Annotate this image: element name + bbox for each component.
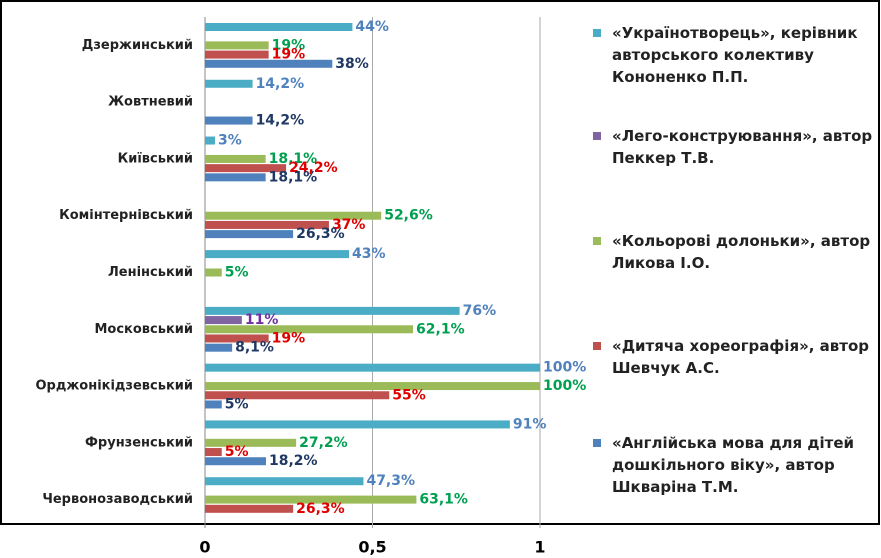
bar <box>205 477 364 486</box>
legend-swatch <box>593 342 601 350</box>
bar <box>205 457 266 466</box>
value-label: 62,1% <box>416 321 465 337</box>
value-label: 27,2% <box>299 435 348 451</box>
frame <box>0 0 880 525</box>
value-label: 19% <box>272 37 306 53</box>
value-label: 5% <box>225 444 249 460</box>
bar <box>205 504 294 513</box>
y-tick-label: Фрунзенський <box>85 435 193 450</box>
value-label: 55% <box>392 387 426 403</box>
bar <box>205 363 540 372</box>
legend-item: «Лего-конструювання», автор Пеккер Т.В. <box>590 125 875 169</box>
value-label: 44% <box>355 19 389 35</box>
value-label: 19% <box>272 330 306 346</box>
bar <box>205 79 253 88</box>
legend-label: «Лего-конструювання», автор Пеккер Т.В. <box>612 127 873 167</box>
y-tick-label: Жовтневий <box>108 95 193 110</box>
value-label: 19% <box>272 47 306 63</box>
value-label: 18,1% <box>269 151 318 167</box>
bar <box>205 116 253 125</box>
legend-item: «Дитяча хореографія», автор Шевчук А.С. <box>590 335 875 379</box>
bar <box>205 220 329 229</box>
y-tick-label: Дзержинський <box>82 38 193 53</box>
value-label: 91% <box>513 416 547 432</box>
y-tick-label: Київський <box>118 151 193 166</box>
value-label: 14,2% <box>256 113 305 129</box>
bar <box>205 22 353 31</box>
bar <box>205 438 297 447</box>
bar <box>205 334 269 343</box>
bar <box>205 325 414 334</box>
value-label: 38% <box>335 56 369 72</box>
value-label: 3% <box>218 133 242 149</box>
bar <box>205 136 216 145</box>
value-label: 63,1% <box>419 492 468 508</box>
bar <box>205 306 460 315</box>
legend-label: «Дитяча хореографія», автор Шевчук А.С. <box>612 337 870 377</box>
bar <box>205 173 266 182</box>
value-label: 24,2% <box>289 160 338 176</box>
bar <box>205 495 417 504</box>
bar <box>205 154 266 163</box>
y-tick-label: Ленінський <box>108 265 193 280</box>
bar <box>205 448 222 457</box>
bar <box>205 230 294 239</box>
value-label: 8,1% <box>235 340 274 356</box>
value-label: 52,6% <box>384 208 433 224</box>
legend-label: «Українотворець», керівник авторського к… <box>612 24 858 86</box>
legend-swatch <box>593 237 601 245</box>
value-label: 18,2% <box>269 453 318 469</box>
bar <box>205 400 222 409</box>
bar <box>205 59 333 68</box>
bar <box>205 41 269 50</box>
value-label: 43% <box>352 246 386 262</box>
bar <box>205 164 287 173</box>
x-tick-label: 0 <box>199 538 210 557</box>
value-label: 37% <box>332 217 366 233</box>
value-label: 14,2% <box>256 76 305 92</box>
value-label: 100% <box>543 360 586 376</box>
value-label: 11% <box>245 312 279 328</box>
value-label: 26,3% <box>296 226 345 242</box>
bar <box>205 268 222 277</box>
legend-label: «Англійська мова для дітей дошкільного в… <box>612 434 855 496</box>
value-label: 100% <box>543 378 586 394</box>
bar <box>205 382 540 391</box>
bar <box>205 391 390 400</box>
y-tick-label: Комінтернівський <box>59 208 193 223</box>
x-tick-label: 0,5 <box>358 538 386 557</box>
bar <box>205 211 382 220</box>
bar <box>205 343 233 352</box>
bar <box>205 250 350 259</box>
legend-label: «Кольорові долоньки», автор Ликова І.О. <box>612 232 871 272</box>
y-tick-label: Московський <box>94 322 193 337</box>
legend-swatch <box>593 29 601 37</box>
value-label: 5% <box>225 396 249 412</box>
legend-item: «Англійська мова для дітей дошкільного в… <box>590 432 875 498</box>
value-label: 76% <box>463 303 497 319</box>
x-tick-label: 1 <box>534 538 545 557</box>
value-label: 26,3% <box>296 501 345 517</box>
y-tick-label: Червонозаводський <box>42 492 193 507</box>
value-label: 47,3% <box>366 473 415 489</box>
legend-swatch <box>593 439 601 447</box>
bar <box>205 50 269 59</box>
bar <box>205 420 510 429</box>
legend-item: «Кольорові долоньки», автор Ликова І.О. <box>590 230 875 274</box>
value-label: 5% <box>225 265 249 281</box>
bar <box>205 316 242 325</box>
y-tick-label: Орджонікідзевський <box>35 379 193 394</box>
legend-swatch <box>593 132 601 140</box>
value-label: 18,1% <box>269 169 318 185</box>
legend-item: «Українотворець», керівник авторського к… <box>590 22 875 88</box>
